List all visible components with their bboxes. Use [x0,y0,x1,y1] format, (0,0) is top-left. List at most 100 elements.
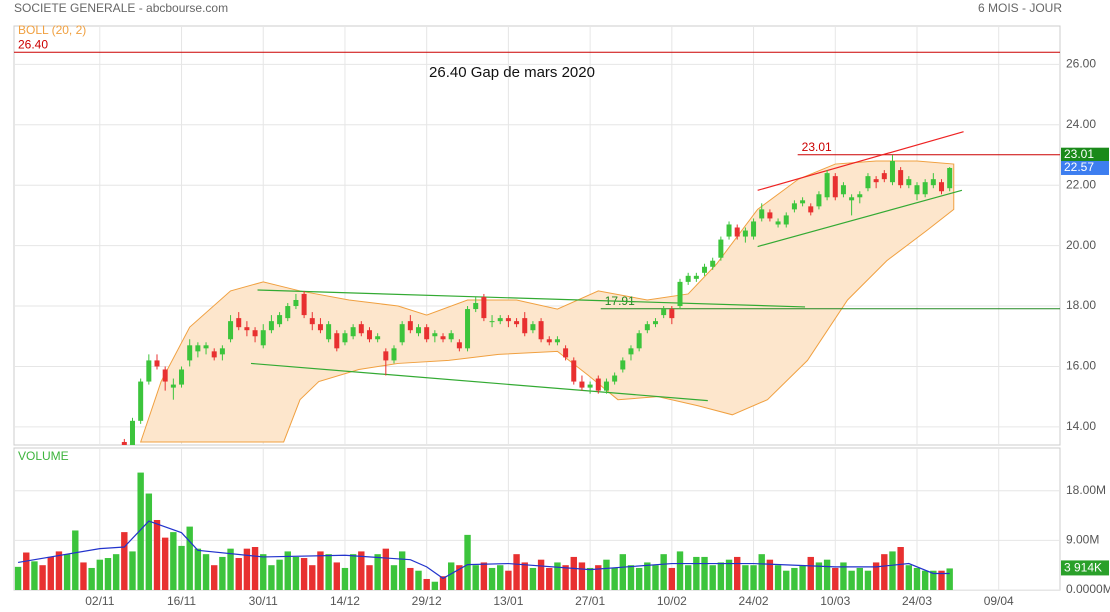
volume-bar [121,532,128,590]
candle-body [105,460,110,466]
volume-bar [815,562,823,590]
volume-bar [464,534,471,590]
volume-bar [39,565,46,590]
volume-bar [55,551,63,590]
y-tick-label: 20.00 [1066,238,1096,252]
level-label: 23.01 [802,140,832,154]
volume-bar [807,556,814,590]
candle-body [775,221,781,225]
candle-body [16,478,21,481]
candle-body [40,475,45,478]
y-tick-label: 22.00 [1066,177,1096,191]
level-box-label: 23.01 [1064,147,1094,161]
volume-bar [921,570,929,590]
volume-bar [905,565,913,590]
chart-title: SOCIETE GENERALE - abcbourse.com [14,1,228,15]
candle-body [881,173,887,180]
y-tick-label: 18.00M [1066,483,1106,497]
candle-body [81,472,86,478]
volume-bar [333,562,340,590]
candle-body [416,327,422,334]
candle-body [187,345,193,361]
volume-bar [80,562,87,590]
candle-body [497,318,503,322]
candle-body [644,324,650,331]
volume-bar [586,567,594,590]
candle-body [317,324,323,331]
volume-bar [611,567,618,590]
candle-body [260,330,266,346]
volume-bar [390,565,398,590]
candle-body [563,348,569,358]
volume-bar [72,530,79,590]
volume-bar [145,493,153,590]
volume-bar [938,570,945,590]
candle-body [922,182,928,195]
candle-body [211,351,217,358]
candle-body [154,360,160,367]
volume-bar [660,554,667,590]
volume-bar [170,532,177,590]
volume-bar [300,558,308,590]
volume-bar [676,551,684,590]
candle-body [669,309,675,319]
last-volume-box [1061,560,1109,576]
volume-bar [497,565,504,590]
candle-body [710,260,716,267]
volume-bar [701,556,708,590]
volume-bar [799,565,806,590]
level-label: 26.40 [18,37,48,51]
candle-body [603,381,609,391]
candle-body [481,296,487,319]
annotation: 26.40 Gap de mars 2020 [429,64,595,81]
candle-body [554,339,560,343]
volume-bar [251,547,259,590]
volume-bar [341,567,349,590]
x-tick-label: 29/12 [412,594,442,608]
x-tick-label: 10/03 [820,594,850,608]
candle-body [947,167,953,189]
volume-bar [415,570,422,590]
candle-body [358,324,364,334]
volume-bar [276,559,283,590]
volume-bar [161,537,169,590]
volume-bar [529,567,537,590]
volume-bar [268,565,275,590]
candle-body [268,321,274,331]
candle-body [791,203,797,210]
candle-body [620,360,626,370]
candle-body [89,472,94,478]
volume-bar [595,565,602,590]
volume-bar [447,562,455,590]
candle-body [628,348,634,355]
volume-bar [129,551,136,590]
indicator-label: BOLL (20, 2) [18,23,86,37]
x-tick-label: 24/02 [739,594,769,608]
candle-body [162,369,168,382]
volume-bar [717,562,725,590]
candle-body [718,239,724,258]
period: 6 MOIS - JOUR [978,1,1062,15]
candle-body [726,224,732,237]
y-tick-label: 26.00 [1066,57,1096,71]
volume-bar [88,567,95,590]
candle-body [465,309,471,349]
candle-body [244,327,250,331]
candle-body [742,230,748,237]
candle-body [203,345,209,349]
x-tick-label: 10/02 [657,594,687,608]
candle-body [898,170,904,186]
candle-body [342,333,348,343]
volume-bar [472,565,479,590]
volume-bar [284,551,291,590]
volume-bar [546,567,553,590]
candle-body [424,327,430,340]
last-volume-label: 3 914K [1064,561,1102,575]
candle-body [530,324,536,331]
volume-bar [872,562,880,590]
volume-bar [358,551,365,590]
volume-bar [137,472,144,590]
candle-body [579,381,585,388]
volume-bar [456,565,463,590]
